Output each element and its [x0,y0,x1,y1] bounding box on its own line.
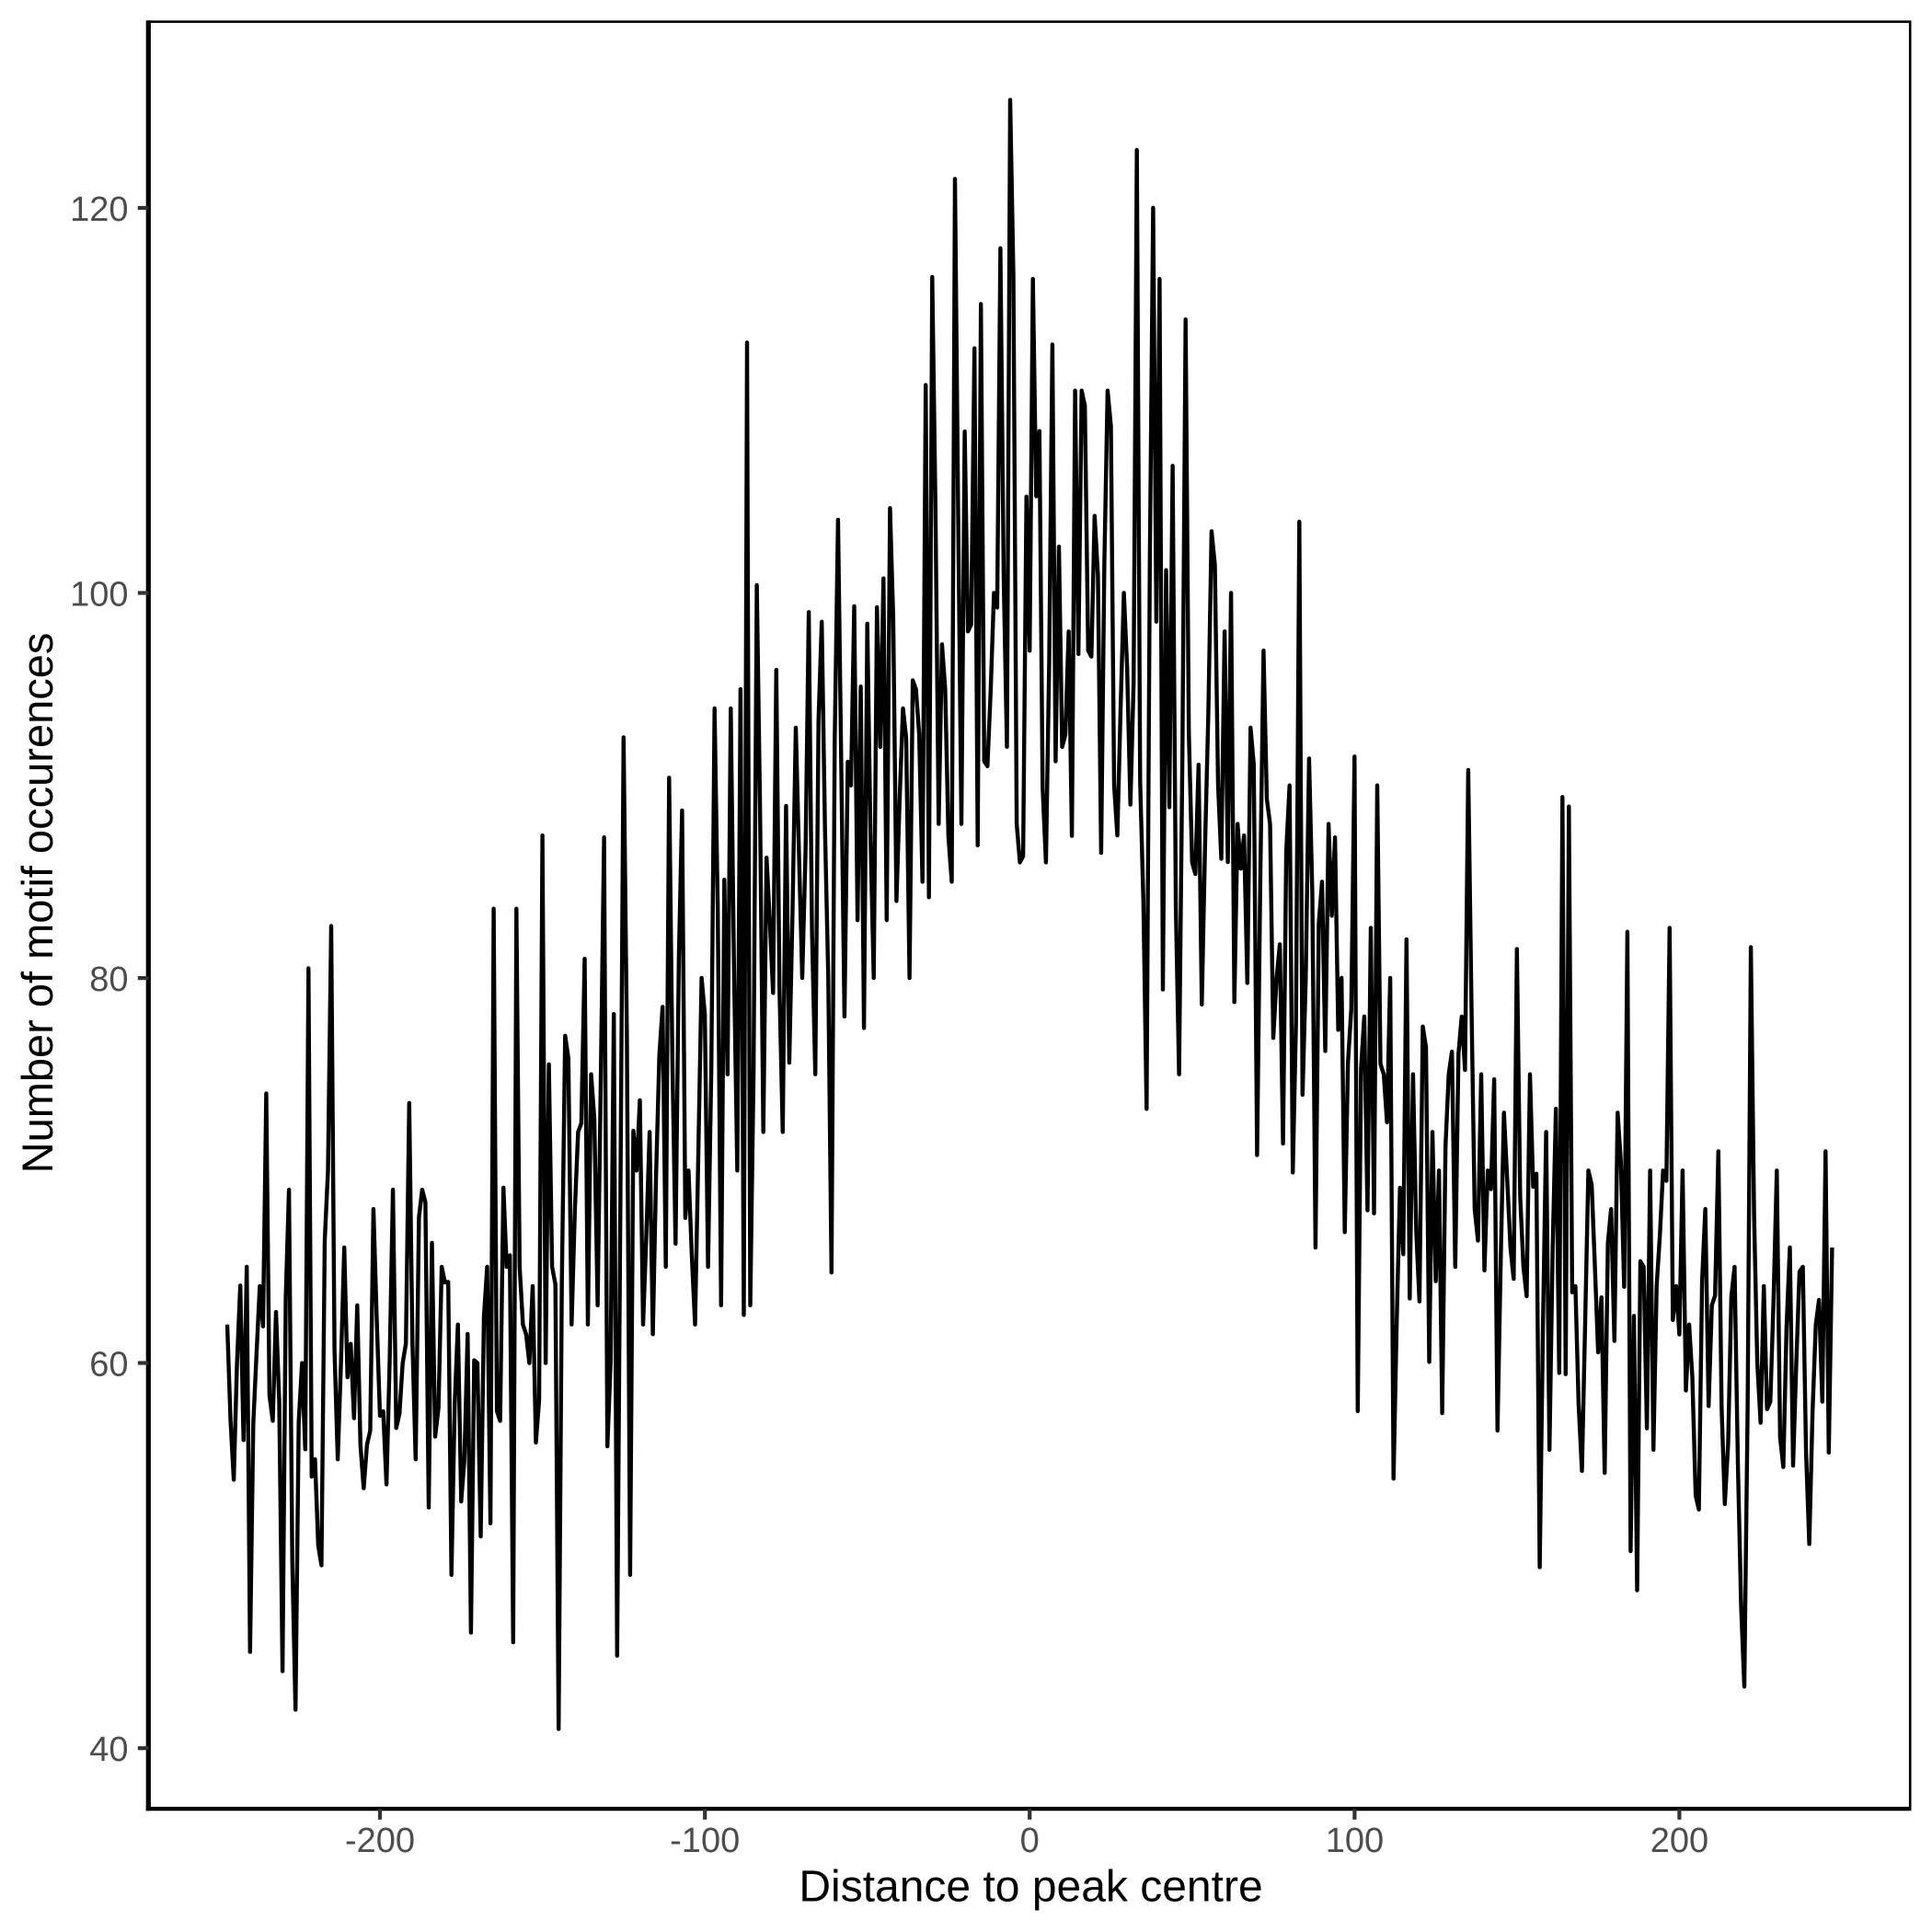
svg-text:120: 120 [70,190,128,229]
svg-text:Distance to peak centre: Distance to peak centre [799,1862,1262,1911]
svg-text:80: 80 [89,960,128,999]
svg-text:60: 60 [89,1346,128,1385]
svg-text:200: 200 [1650,1822,1708,1860]
svg-text:0: 0 [1020,1822,1040,1860]
svg-text:-100: -100 [670,1822,740,1860]
svg-text:40: 40 [89,1731,128,1769]
svg-text:Number of motif occurences: Number of motif occurences [13,633,62,1174]
svg-text:100: 100 [1326,1822,1384,1860]
svg-text:-200: -200 [345,1822,415,1860]
svg-text:100: 100 [70,576,128,615]
